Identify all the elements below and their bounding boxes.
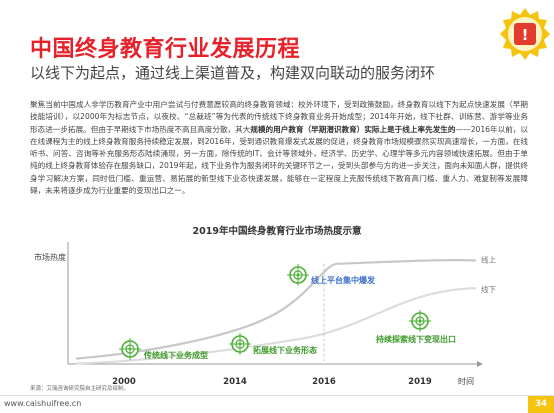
source-note: 来源：艾瑞咨询研究院自主研究及绘制。: [30, 386, 130, 392]
milestone-marker-2019-dot: [418, 319, 422, 323]
body-text-bold: 规模的用户教育（早期潜识教育）实际上是于线上率先发生的: [250, 124, 456, 134]
x-tick-label: 2014: [223, 377, 247, 387]
milestone-marker-2000-dot: [128, 347, 132, 351]
footer-divider: [0, 395, 554, 396]
page-title: 中国终身教育行业发展历程: [30, 37, 301, 62]
milestone-marker-2016-dot: [296, 273, 300, 277]
milestone-label-2000: 传统线下业务成型: [143, 350, 208, 360]
x-axis-label: 时间: [458, 376, 474, 386]
seal-logo-icon: !: [500, 8, 550, 60]
body-text-part1: 聚焦当前中国成人非学历教育产业中用户尝试与付费意愿较高的终身教育领域：校外环境下…: [30, 100, 528, 134]
milestone-label-2016: 线上平台集中爆发: [311, 275, 376, 285]
body-paragraph: 聚焦当前中国成人非学历教育产业中用户尝试与付费意愿较高的终身教育领域：校外环境下…: [30, 99, 528, 197]
series-line-online: [75, 258, 477, 360]
footer-url: www.caishuifree.cn: [4, 399, 82, 408]
body-text-part2: ——2016年以前，以在线课程为主的线上终身教育服务持续稳定发展，到2016年，…: [30, 124, 529, 196]
x-tick-label: 2019: [408, 377, 432, 387]
series-label-online: 线上: [481, 255, 496, 265]
milestone-label-2019: 持续探索线下变现出口: [376, 334, 456, 344]
x-tick-label: 2000: [112, 377, 136, 387]
series-line-offline: [75, 287, 477, 365]
chart-title: 2019年中国终身教育行业市场热度示意: [192, 226, 362, 237]
milestone-label-2014: 拓展线下业务形态: [253, 345, 317, 355]
x-tick-label: 2016: [312, 377, 336, 387]
page-subtitle: 以线下为起点，通过线上渠道普及，构建双向联动的服务闭环: [30, 64, 436, 82]
series-label-offline: 线下: [481, 284, 496, 294]
svg-text:!: !: [522, 26, 529, 44]
page-number: 34: [528, 396, 554, 413]
x-axis-arrow: [477, 361, 483, 367]
y-axis-label: 市场热度: [34, 252, 66, 262]
milestone-marker-2014-dot: [238, 342, 242, 346]
